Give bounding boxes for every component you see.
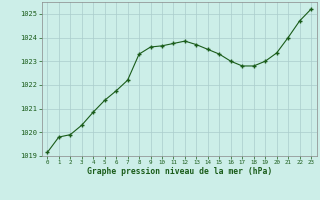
X-axis label: Graphe pression niveau de la mer (hPa): Graphe pression niveau de la mer (hPa) xyxy=(87,167,272,176)
